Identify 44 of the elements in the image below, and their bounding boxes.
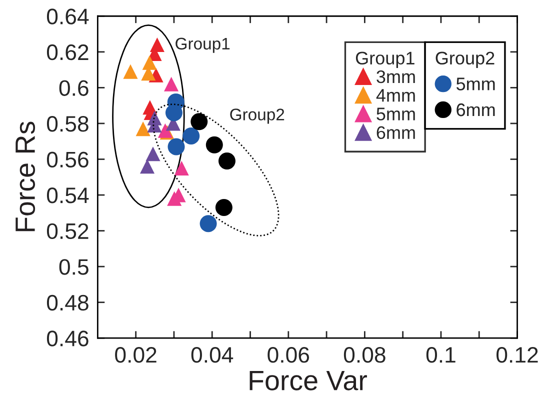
x-tick-label: 0.02	[115, 347, 156, 363]
point	[146, 146, 160, 162]
point	[136, 122, 150, 136]
point	[190, 113, 208, 130]
y-tick-label: 0.52	[46, 223, 88, 240]
point	[142, 55, 157, 70]
point	[164, 76, 179, 92]
y-tick-label: 0.62	[46, 44, 88, 60]
annotation: Group1	[176, 38, 230, 53]
annotation: Group2	[230, 108, 284, 124]
annotation: Group2	[436, 52, 494, 68]
point	[168, 138, 185, 156]
x-tick-label: 0.06	[268, 347, 310, 363]
point	[218, 152, 236, 170]
y-tick-label: 0.5	[59, 259, 88, 275]
legend-label: 5mm	[456, 78, 495, 90]
y-tick-label: 0.54	[46, 188, 89, 204]
legend-label: 4mm	[376, 89, 415, 102]
annotation: Group1	[356, 52, 414, 68]
x-tick-label: 0.08	[344, 347, 386, 363]
point	[140, 159, 155, 174]
y-tick-label: 0.64	[46, 8, 89, 24]
point	[167, 191, 182, 206]
point	[200, 215, 217, 232]
x-axis-title: Force Var	[250, 370, 367, 390]
point	[174, 160, 189, 176]
legend-label: 6mm	[456, 103, 495, 116]
point	[182, 127, 200, 144]
y-axis-title: Force Rs	[16, 122, 36, 232]
point	[165, 104, 182, 122]
point	[123, 64, 138, 79]
y-tick-label: 0.6	[59, 80, 88, 96]
point	[206, 136, 223, 154]
legend-label: 3mm	[376, 70, 415, 84]
point	[215, 199, 232, 216]
legend-label: 5mm	[376, 108, 415, 120]
x-tick-label: 0.04	[191, 347, 234, 363]
x-tick-label: 0.12	[496, 347, 538, 363]
y-tick-label: 0.56	[46, 152, 88, 168]
x-tick-label: 0.1	[426, 347, 456, 363]
y-tick-label: 0.48	[46, 294, 88, 311]
y-tick-label: 0.46	[46, 330, 88, 346]
y-tick-label: 0.58	[46, 116, 88, 132]
legend-label: 6mm	[376, 126, 415, 140]
